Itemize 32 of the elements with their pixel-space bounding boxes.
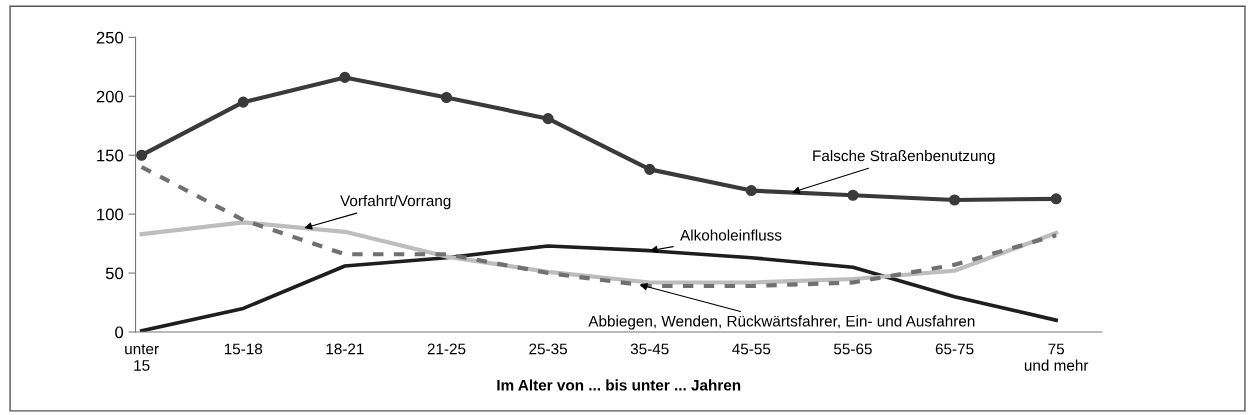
- point: [745, 185, 757, 197]
- y-tick-label: 200: [96, 90, 124, 103]
- point: [440, 91, 453, 104]
- y-tick-label: 250: [96, 31, 124, 44]
- y-tick-label: 50: [105, 267, 124, 280]
- point: [847, 189, 859, 201]
- y-tick-label: 100: [97, 208, 124, 221]
- x-tick-label: 25-35: [529, 343, 567, 355]
- series-label: Vorfahrt/Vorrang: [340, 195, 451, 210]
- y-tick-label: 0: [115, 326, 124, 339]
- text: Abbiegen, Wenden, Rückwärtsfahrer, Ein- und Ausfahren: [588, 315, 975, 330]
- point: [237, 96, 249, 108]
- x-tick-label: 75 und mehr: [1024, 343, 1089, 371]
- x-tick-label: 15-18: [224, 343, 263, 355]
- x-tick-label: 21-25: [427, 343, 466, 355]
- point: [1050, 193, 1062, 205]
- point: [644, 163, 656, 175]
- series-label: Alkoholeinfluss: [680, 229, 782, 241]
- x-tick-label: unter 15: [125, 344, 159, 371]
- x-tick-label: 65-75: [935, 343, 974, 355]
- point: [542, 113, 554, 125]
- x-tick-label: 55-65: [834, 343, 872, 355]
- x-tick-label: 18-21: [326, 343, 364, 355]
- point: [339, 71, 351, 83]
- point: [948, 194, 961, 206]
- x-axis-title: Im Alter von ... bis unter ... Jahren: [497, 379, 741, 391]
- point: [136, 149, 148, 161]
- x-tick-label: 35-45: [630, 343, 669, 355]
- x-tick-label: 45-55: [732, 343, 771, 355]
- y-tick-label: 150: [97, 149, 124, 162]
- series-label: Falsche Straßenbenutzung: [813, 149, 995, 165]
- line-series: [139, 244, 1058, 332]
